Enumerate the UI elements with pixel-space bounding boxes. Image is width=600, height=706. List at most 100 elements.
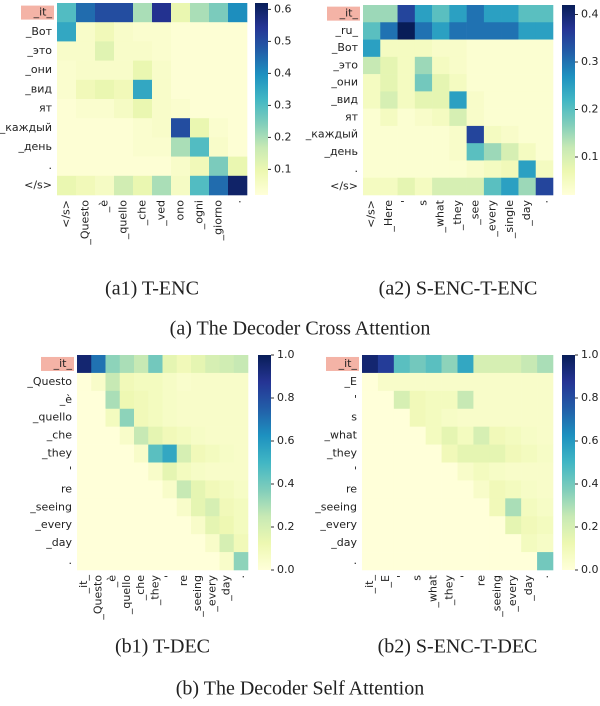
heatmap-cell: [77, 552, 92, 571]
heatmap-cell: [432, 56, 450, 75]
row-label: _вид: [24, 82, 52, 95]
colorbar: [255, 3, 268, 195]
row-label: </s>: [330, 179, 358, 192]
heatmap-cell: [518, 160, 537, 179]
heatmap-cell: [432, 39, 450, 58]
colorbar-tick-label: 0.1: [581, 150, 599, 163]
heatmap-cell: [449, 91, 467, 109]
heatmap-cell: [414, 160, 433, 179]
heatmap-cell: [489, 534, 506, 553]
heatmap-cell: [501, 74, 519, 92]
heatmap-cell: [209, 99, 229, 119]
heatmap-cell: [77, 516, 92, 535]
row-label: _они: [24, 63, 52, 76]
heatmap-cell: [119, 534, 135, 553]
heatmap-cell: [77, 498, 92, 517]
heatmap-cell: [449, 108, 467, 127]
heatmap-cell: [148, 516, 163, 535]
heatmap-cell: [380, 5, 398, 23]
heatmap-cell: [432, 5, 450, 23]
row-label: _каждый: [305, 128, 358, 141]
heatmap-cell: [518, 91, 537, 109]
heatmap-cell: [518, 22, 537, 40]
heatmap-cell: [397, 74, 416, 92]
heatmap-cell: [119, 372, 135, 392]
heatmap-cell: [466, 74, 485, 92]
column-label: ono: [174, 200, 187, 221]
heatmap-cell: [233, 355, 249, 374]
heatmap-cell: [219, 390, 235, 410]
heatmap-cell: [205, 534, 220, 553]
heatmap-cell: [91, 498, 106, 517]
column-label: _every: [506, 575, 519, 613]
heatmap-cell: [228, 99, 248, 119]
row-label: _they: [326, 447, 358, 460]
heatmap-cell: [393, 480, 411, 499]
heatmap-cell: [414, 108, 433, 127]
heatmap-cell: [162, 498, 178, 517]
heatmap-cell: [171, 60, 191, 81]
heatmap-cell: [483, 160, 502, 179]
heatmap-cell: [133, 156, 153, 177]
heatmap-cell: [521, 444, 538, 463]
heatmap-cell: [489, 444, 506, 463]
heatmap-cell: [409, 355, 426, 374]
colorbar-tick-label: 1.0: [277, 348, 295, 361]
heatmap-cell: [152, 3, 172, 23]
heatmap-cell: [191, 444, 206, 463]
row-label: _what: [323, 429, 357, 442]
heatmap-cell: [457, 408, 474, 427]
heatmap-cell: [393, 498, 411, 517]
heatmap-cell: [119, 390, 135, 410]
heatmap-cell: [362, 516, 379, 535]
heatmap-cell: [521, 408, 538, 427]
heatmap-cell: [228, 137, 248, 157]
heatmap-cell: [219, 462, 235, 481]
heatmap-cell: [152, 41, 172, 61]
heatmap-cell: [119, 516, 135, 535]
heatmap-cell: [190, 22, 210, 42]
heatmap-cell: [209, 79, 229, 100]
heatmap-cell: [114, 118, 134, 138]
heatmap-cell: [119, 498, 135, 517]
heatmap-cell: [152, 137, 172, 157]
column-label: _what: [434, 199, 447, 233]
heatmap-cell: [77, 444, 92, 463]
heatmap-cell: [152, 99, 172, 119]
heatmap-cell: [57, 3, 77, 23]
heatmap-cell: [76, 60, 96, 81]
heatmap-cell: [441, 444, 458, 463]
heatmap-cell: [449, 177, 467, 196]
heatmap-cell: [518, 74, 537, 92]
heatmap-cell: [414, 125, 433, 144]
heatmap-cell: [105, 355, 121, 374]
heatmap-cell: [134, 480, 149, 499]
heatmap-cell: [76, 175, 96, 196]
heatmap-cell: [414, 5, 433, 23]
heatmap-cell: [409, 390, 426, 410]
heatmap-cell: [105, 444, 121, 463]
colorbar: [562, 5, 575, 195]
heatmap-cell: [162, 444, 178, 463]
row-label: _они: [330, 76, 358, 89]
heatmap-cell: [518, 108, 537, 127]
heatmap-cell: [176, 408, 192, 427]
heatmap-cell: [152, 79, 172, 100]
row-label: _это: [332, 58, 358, 71]
heatmap-cell: [228, 156, 248, 177]
heatmap-cell: [521, 498, 538, 517]
heatmap-cell: [76, 118, 96, 138]
heatmap-cell: [380, 39, 398, 58]
heatmap-cell: [363, 74, 381, 92]
heatmap-cell: [134, 444, 149, 463]
heatmap-cell: [57, 137, 77, 157]
heatmap-cell: [489, 480, 506, 499]
heatmap-cell: [432, 143, 450, 161]
heatmap-cell: [91, 552, 106, 571]
heatmap-cell: [473, 552, 490, 571]
heatmap-cell: [414, 74, 433, 92]
heatmap-cell: [501, 91, 519, 109]
heatmap-cell: [228, 3, 248, 23]
heatmap-cell: [449, 74, 467, 92]
heatmap-cell: [466, 143, 485, 161]
